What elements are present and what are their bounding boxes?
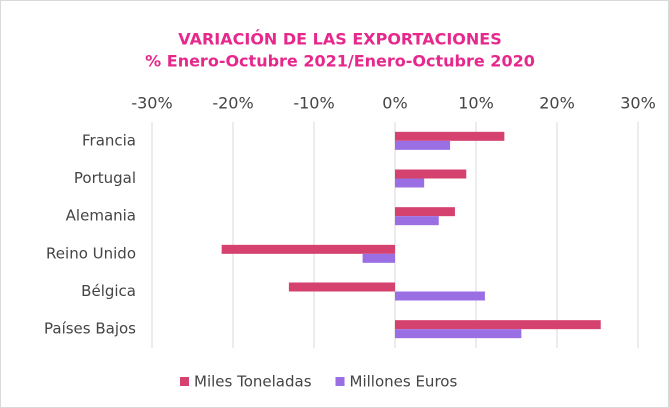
- bar: [395, 207, 455, 217]
- legend-label: Miles Toneladas: [194, 373, 312, 391]
- x-tick-label: 20%: [539, 94, 575, 113]
- x-tick-label: 30%: [620, 94, 656, 113]
- chart-subtitle: % Enero-Octubre 2021/Enero-Octubre 2020: [145, 52, 535, 71]
- x-tick-label: -10%: [293, 94, 334, 113]
- bar: [395, 178, 425, 188]
- bar: [395, 131, 505, 141]
- y-tick-label: Francia: [82, 131, 136, 149]
- y-tick-label: Países Bajos: [44, 320, 136, 338]
- y-tick-label: Alemania: [66, 207, 136, 225]
- x-tick-label: 0%: [382, 94, 407, 113]
- bar: [395, 291, 485, 301]
- y-tick-label: Bélgica: [81, 282, 136, 300]
- x-tick-label: -30%: [131, 94, 172, 113]
- x-tick-label: 10%: [458, 94, 494, 113]
- bar: [288, 282, 395, 292]
- legend-swatch: [335, 377, 345, 386]
- bar: [395, 140, 451, 150]
- legend-swatch: [180, 377, 189, 386]
- legend-label: Millones Euros: [350, 373, 458, 391]
- y-tick-label: Reino Unido: [46, 244, 136, 262]
- bar: [395, 320, 601, 330]
- x-tick-label: -20%: [212, 94, 253, 113]
- bar: [395, 329, 522, 339]
- bar: [221, 244, 395, 254]
- bar: [395, 169, 467, 179]
- bar: [362, 253, 395, 263]
- bar: [395, 216, 439, 226]
- chart-title: VARIACIÓN DE LAS EXPORTACIONES: [178, 30, 501, 49]
- y-tick-label: Portugal: [74, 169, 136, 187]
